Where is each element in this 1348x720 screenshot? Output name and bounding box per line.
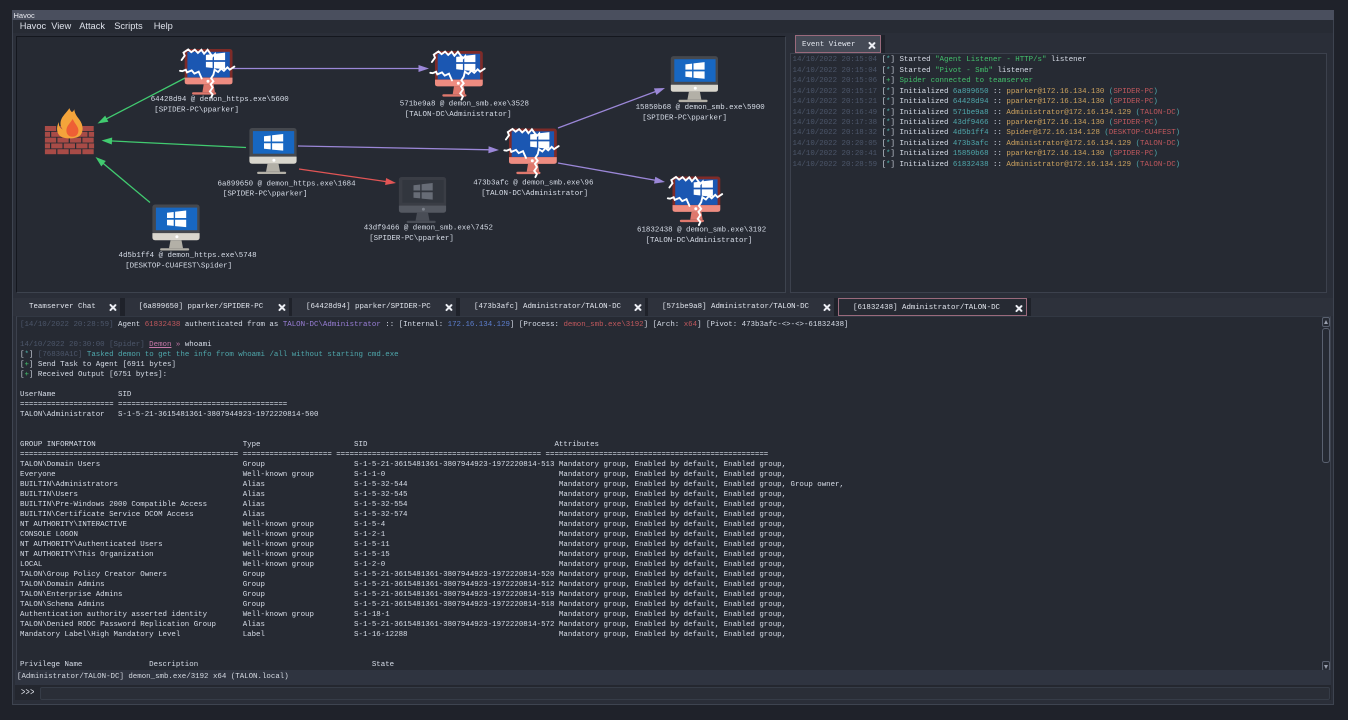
svg-text:[SPIDER-PC\pparker]: [SPIDER-PC\pparker] [369,235,454,243]
svg-text:61832438 @ demon_smb.exe\3192: 61832438 @ demon_smb.exe\3192 [637,227,766,235]
svg-text:[TALON-DC\Administrator]: [TALON-DC\Administrator] [405,111,512,119]
svg-text:15850b68 @ demon_smb.exe\5900: 15850b68 @ demon_smb.exe\5900 [636,104,765,112]
svg-text:43df9466 @ demon_smb.exe\7452: 43df9466 @ demon_smb.exe\7452 [364,225,493,233]
svg-text:[SPIDER-PC\pparker]: [SPIDER-PC\pparker] [642,114,727,122]
svg-text:[SPIDER-PC\pparker]: [SPIDER-PC\pparker] [154,107,239,115]
svg-text:[TALON-DC\Administrator]: [TALON-DC\Administrator] [646,237,753,245]
svg-text:6a899650 @ demon_https.exe\168: 6a899650 @ demon_https.exe\1684 [218,180,357,188]
svg-text:64428d94 @ demon_https.exe\560: 64428d94 @ demon_https.exe\5600 [151,96,289,104]
svg-text:[SPIDER-PC\pparker]: [SPIDER-PC\pparker] [223,191,308,199]
svg-text:473b3afc @ demon_smb.exe\96: 473b3afc @ demon_smb.exe\96 [473,180,593,188]
svg-text:4d5b1ff4 @ demon_https.exe\574: 4d5b1ff4 @ demon_https.exe\5748 [119,252,257,260]
svg-text:[DESKTOP-CU4FEST\Spider]: [DESKTOP-CU4FEST\Spider] [125,262,232,270]
svg-text:[TALON-DC\Administrator]: [TALON-DC\Administrator] [481,190,588,198]
svg-text:571be9a8 @ demon_smb.exe\3528: 571be9a8 @ demon_smb.exe\3528 [400,101,529,109]
